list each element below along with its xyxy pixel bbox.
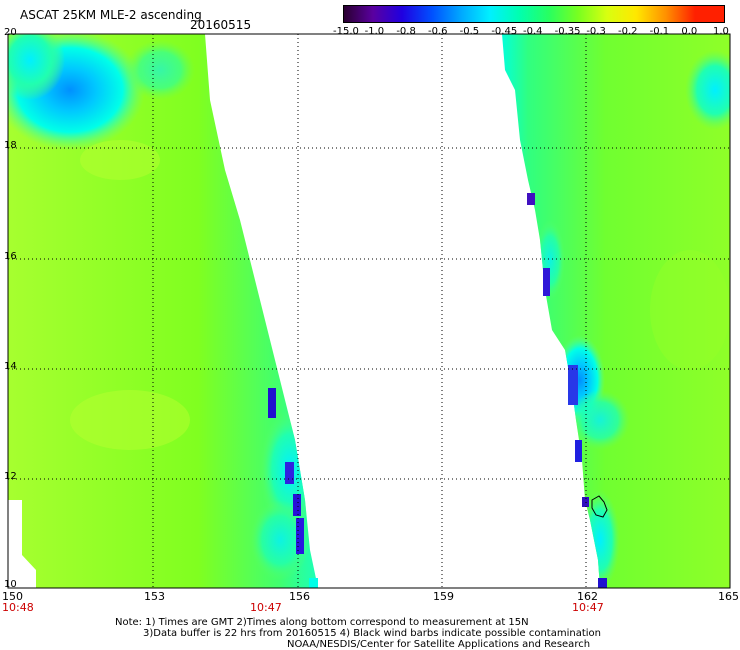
colorbar-tick-label: -15.0 xyxy=(333,26,359,37)
colorbar-swatch xyxy=(519,6,549,22)
edge-pixel xyxy=(598,578,607,588)
edge-pixel xyxy=(296,518,304,554)
colorbar-tick-label: -0.4 xyxy=(523,26,543,37)
time-label: 10:47 xyxy=(572,601,604,614)
colorbar-tick-label: -0.45 xyxy=(491,26,518,37)
left-swath xyxy=(8,34,318,588)
colorbar-swatch xyxy=(665,6,695,22)
lon-label: 156 xyxy=(289,590,310,603)
right-swath xyxy=(502,34,730,588)
lat-label: 14 xyxy=(4,361,17,372)
colorbar-swatch xyxy=(373,6,403,22)
colorbar-tick-label: 0.0 xyxy=(681,26,698,37)
edge-pixel xyxy=(575,440,582,462)
time-label: 10:48 xyxy=(2,601,34,614)
contamination-barb-icon xyxy=(591,495,608,518)
edge-pixel xyxy=(268,388,276,418)
plot-frame xyxy=(7,33,731,589)
lon-label: 150 xyxy=(2,590,23,603)
edge-pixel xyxy=(309,578,318,588)
map-date: 20160515 xyxy=(190,18,252,32)
colorbar-swatch xyxy=(577,6,608,22)
lat-label: 12 xyxy=(4,471,17,482)
edge-pixel xyxy=(527,193,535,205)
colorbar-tick-label: -0.6 xyxy=(428,26,448,37)
colorbar-swatch xyxy=(490,6,520,22)
lon-label: 165 xyxy=(718,590,739,603)
colorbar-tick-label: -0.5 xyxy=(459,26,480,37)
colorbar-tick-label: -0.1 xyxy=(649,26,670,37)
colorbar xyxy=(343,5,725,23)
lon-label: 162 xyxy=(577,590,598,603)
note-line-2: 3)Data buffer is 22 hrs from 20160515 4)… xyxy=(143,628,601,639)
colorbar-labels: -15.0 -1.0 -0.8 -0.6 -0.5 -0.45 -0.4 -0.35 -0.3 -… xyxy=(330,26,740,38)
edge-pixel xyxy=(543,268,550,296)
colorbar-swatch xyxy=(431,6,461,22)
edge-pixel xyxy=(568,365,578,405)
lat-label: 20 xyxy=(4,27,17,38)
time-label: 10:47 xyxy=(250,601,282,614)
edge-pixel xyxy=(285,462,294,484)
edge-pixel xyxy=(293,494,301,516)
lat-label: 16 xyxy=(4,251,17,262)
colorbar-tick-label: 1.0 xyxy=(713,26,729,37)
colorbar-tick-label: -0.8 xyxy=(396,26,416,37)
lon-label: 159 xyxy=(433,590,454,603)
colorbar-swatch xyxy=(548,6,578,22)
map-title: ASCAT 25KM MLE-2 ascending xyxy=(20,8,202,22)
colorbar-swatch xyxy=(636,6,666,22)
colorbar-tick-label: -0.3 xyxy=(586,26,606,37)
colorbar-tick-label: -0.35 xyxy=(554,26,581,37)
note-line-3: NOAA/NESDIS/Center for Satellite Applica… xyxy=(287,639,591,650)
colorbar-swatch xyxy=(344,6,374,22)
lat-label: 18 xyxy=(4,140,17,151)
colorbar-swatch xyxy=(402,6,432,22)
lat-label: 10 xyxy=(4,579,17,590)
colorbar-swatch xyxy=(607,6,637,22)
colorbar-swatch xyxy=(694,6,725,22)
colorbar-swatch xyxy=(460,6,491,22)
lon-label: 153 xyxy=(144,590,165,603)
dotted-grid xyxy=(8,34,730,588)
note-line-1: Note: 1) Times are GMT 2)Times along bot… xyxy=(115,617,529,628)
colorbar-tick-label: -1.0 xyxy=(364,26,385,37)
colorbar-tick-label: -0.2 xyxy=(618,26,638,37)
